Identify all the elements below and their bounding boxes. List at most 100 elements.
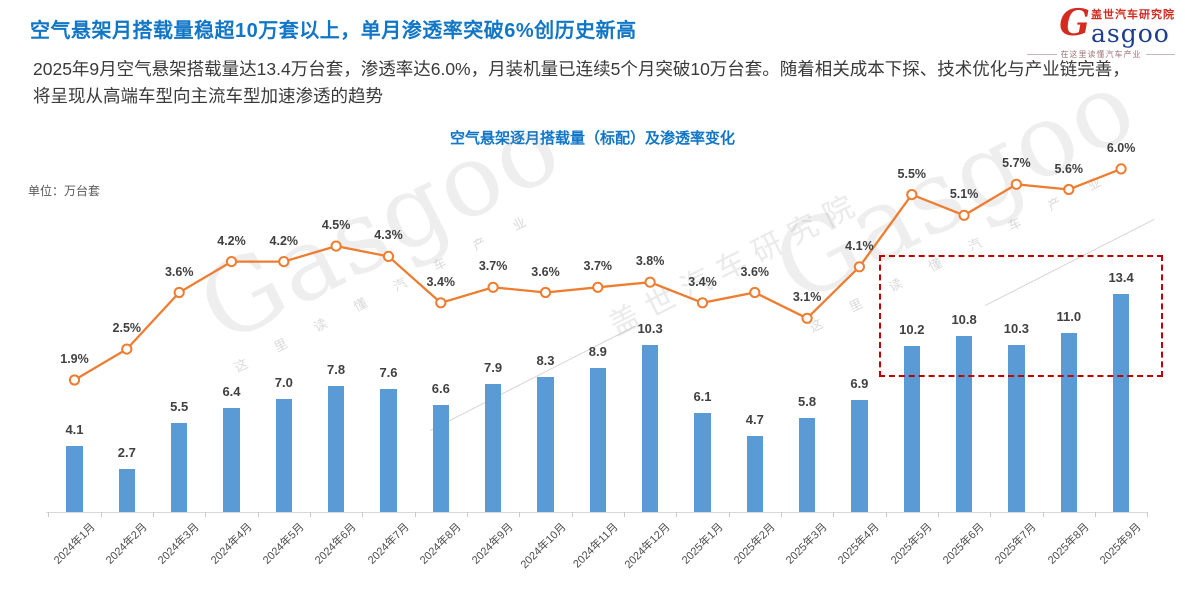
unit-label: 单位：万台套	[28, 184, 101, 198]
x-axis-tick	[833, 512, 835, 517]
line-marker	[382, 250, 395, 262]
line-marker	[958, 209, 970, 221]
chart-title: 空气悬架逐月搭载量（标配）及渗透率变化	[449, 130, 735, 147]
x-axis-tick	[990, 512, 992, 517]
bar	[537, 377, 554, 513]
page-title: 空气悬架月搭载量稳超10万套以上，单月渗透率突破6%创历史新高	[30, 20, 637, 42]
x-axis-tick	[885, 512, 887, 517]
bar-value-label: 6.4	[222, 384, 241, 400]
bar-value-label: 7.6	[379, 364, 398, 380]
x-axis-tick	[362, 512, 364, 517]
bar-value-label: 4.1	[65, 422, 84, 437]
bar	[955, 336, 973, 513]
gasgoo-logo: G 盖世汽车研究院 asgoo 在这里读懂汽车产业	[1027, 5, 1175, 60]
pct-value-label: 5.1%	[949, 187, 979, 202]
logo-wordmark-text: asgoo	[1091, 19, 1170, 48]
pct-value-label: 3.4%	[426, 274, 456, 289]
x-axis-tick	[257, 512, 259, 517]
pct-value-label: 3.8%	[635, 254, 665, 269]
x-axis-tick	[153, 512, 154, 517]
x-axis-tick	[1147, 512, 1149, 517]
x-axis-tick	[100, 512, 102, 517]
logo-org-name: 盖世汽车研究院	[1091, 9, 1175, 21]
bar-value-label: 5.5	[170, 399, 189, 415]
bar-value-label: 7.9	[484, 359, 503, 375]
x-axis-tick	[519, 512, 521, 517]
x-axis-tick	[205, 512, 207, 517]
line-marker	[592, 281, 604, 293]
line-marker	[853, 261, 866, 273]
pct-value-label: 4.2%	[217, 233, 246, 248]
bar-value-label: 10.2	[899, 322, 925, 338]
x-axis-tick	[414, 512, 416, 517]
pct-value-label: 5.5%	[897, 166, 927, 181]
bar-value-label: 13.4	[1108, 269, 1134, 285]
pct-value-label: 4.3%	[374, 228, 403, 243]
bar-value-label: 7.8	[327, 361, 346, 377]
bar-value-label: 5.8	[798, 394, 817, 410]
bar-value-label: 6.6	[431, 381, 450, 397]
pct-value-label: 3.6%	[531, 264, 560, 279]
pct-value-label: 5.7%	[1002, 156, 1031, 171]
bar	[170, 423, 188, 513]
bar-value-label: 6.9	[850, 376, 869, 392]
pct-value-label: 4.1%	[845, 238, 874, 253]
line-marker	[1010, 178, 1023, 190]
line-marker	[278, 256, 290, 268]
bar	[1008, 344, 1025, 513]
line-marker	[1115, 163, 1127, 175]
x-axis-tick	[624, 512, 625, 517]
bar-value-label: 4.7	[745, 412, 764, 428]
x-axis-tick	[728, 512, 730, 517]
bar-value-label: 8.9	[588, 343, 607, 359]
bar-value-label: 11.0	[1056, 309, 1082, 325]
x-axis-tick	[48, 512, 50, 517]
bar	[641, 344, 659, 513]
line-marker	[173, 286, 185, 299]
bar-value-label: 8.3	[536, 353, 555, 369]
tagline-rule-left	[1027, 54, 1057, 55]
line-marker	[539, 286, 552, 299]
bar	[851, 400, 868, 513]
bar	[118, 468, 136, 513]
bar	[589, 367, 606, 513]
bar-value-label: 2.7	[117, 444, 136, 460]
line-marker	[906, 189, 918, 201]
pct-value-label: 2.5%	[112, 321, 142, 336]
pct-value-label: 3.6%	[740, 264, 770, 279]
bar-value-label: 10.8	[951, 312, 977, 328]
line-marker	[696, 297, 709, 309]
pct-value-label: 3.7%	[583, 259, 613, 274]
pct-value-label: 3.4%	[688, 274, 717, 289]
pct-value-label: 6.0%	[1106, 140, 1136, 155]
logo-tagline-text: 在这里读懂汽车产业	[1060, 50, 1142, 59]
pct-value-label: 5.6%	[1054, 161, 1084, 176]
x-axis-tick	[571, 512, 573, 517]
x-axis-tick	[937, 512, 939, 517]
line-marker	[225, 256, 238, 268]
x-axis-tick	[781, 512, 782, 517]
bar	[746, 436, 763, 513]
pct-value-label: 3.7%	[478, 259, 508, 274]
line-marker	[801, 312, 813, 324]
x-axis-tick	[310, 512, 311, 517]
bar	[327, 385, 345, 513]
line-marker	[68, 374, 81, 386]
x-axis-tick	[1094, 512, 1096, 517]
pct-value-label: 4.2%	[269, 233, 299, 248]
page-description: 2025年9月空气悬架搭载量达13.4万台套，渗透率达6.0%，月装机量已连续5…	[33, 59, 1130, 106]
line-marker	[330, 240, 342, 252]
bar-value-label: 6.1	[693, 389, 712, 405]
bar	[66, 446, 83, 513]
line-marker	[121, 343, 133, 355]
line-marker	[435, 297, 447, 309]
bar	[223, 408, 240, 513]
pct-value-label: 4.5%	[321, 218, 351, 233]
pct-value-label: 3.1%	[792, 290, 822, 305]
bar-value-label: 7.0	[274, 374, 293, 390]
bar	[380, 388, 397, 513]
bar	[432, 405, 450, 513]
